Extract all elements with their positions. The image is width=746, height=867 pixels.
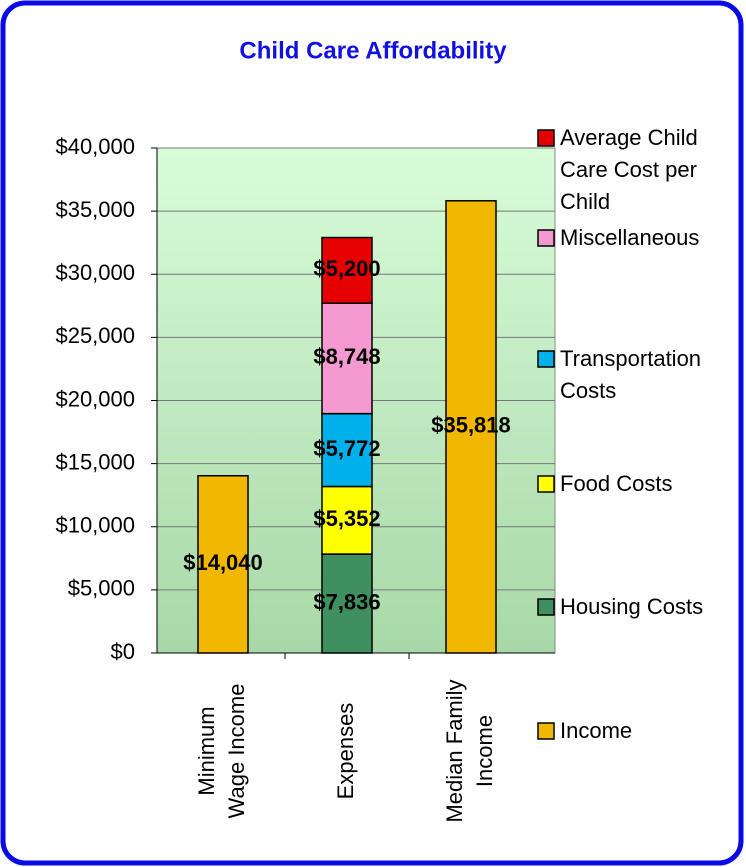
x-tick-label: Expenses	[333, 703, 358, 800]
legend-swatch	[537, 475, 555, 493]
x-tick-label-line: Minimum	[194, 706, 219, 795]
data-label: $35,818	[431, 413, 511, 438]
bar-segment	[321, 302, 373, 415]
x-tick-label-line: Income	[472, 715, 497, 787]
x-tick-label: Median Family Income	[442, 679, 497, 822]
chart-title: Child Care Affordability	[239, 37, 507, 64]
legend-label: Miscellaneous	[560, 225, 700, 250]
x-tick-label: Minimum Wage Income	[194, 684, 249, 819]
y-tick-label: $15,000	[55, 449, 135, 474]
bar-segment	[445, 200, 497, 654]
data-label: $5,200	[313, 256, 380, 281]
y-tick-label: $0	[111, 639, 135, 664]
y-tick-label: $40,000	[55, 134, 135, 159]
data-label: $5,352	[313, 506, 380, 531]
bar-segment	[321, 485, 373, 555]
x-tick-label-line: Median Family	[442, 679, 467, 822]
x-tick-label-line: Wage Income	[224, 684, 249, 819]
y-tick-label: $20,000	[55, 386, 135, 411]
y-tick-label: $25,000	[55, 323, 135, 348]
legend-swatch	[537, 722, 555, 740]
bar-segment	[321, 236, 373, 304]
data-label: $5,772	[313, 436, 380, 461]
bar-segment	[321, 412, 373, 488]
bar-segment	[321, 553, 373, 654]
legend-swatch	[537, 129, 555, 147]
y-tick-label: $5,000	[68, 576, 135, 601]
legend-swatch	[537, 350, 555, 368]
data-label: $8,748	[313, 344, 380, 369]
legend-swatch	[537, 229, 555, 247]
legend-label: Transportation Costs	[560, 346, 702, 403]
legend-swatch	[537, 598, 555, 616]
y-tick-label: $30,000	[55, 260, 135, 285]
y-tick-label: $35,000	[55, 197, 135, 222]
y-tick-label: $10,000	[55, 513, 135, 538]
data-label: $14,040	[183, 550, 263, 575]
legend-label: Income	[560, 718, 633, 743]
data-label: $7,836	[313, 589, 380, 614]
bar-segment	[197, 474, 249, 654]
legend-label: Food Costs	[560, 471, 673, 496]
legend-label: Housing Costs	[560, 594, 704, 619]
x-tick-label-line: Expenses	[333, 703, 358, 800]
legend-label: Average Child Care Cost per Child	[560, 125, 698, 214]
